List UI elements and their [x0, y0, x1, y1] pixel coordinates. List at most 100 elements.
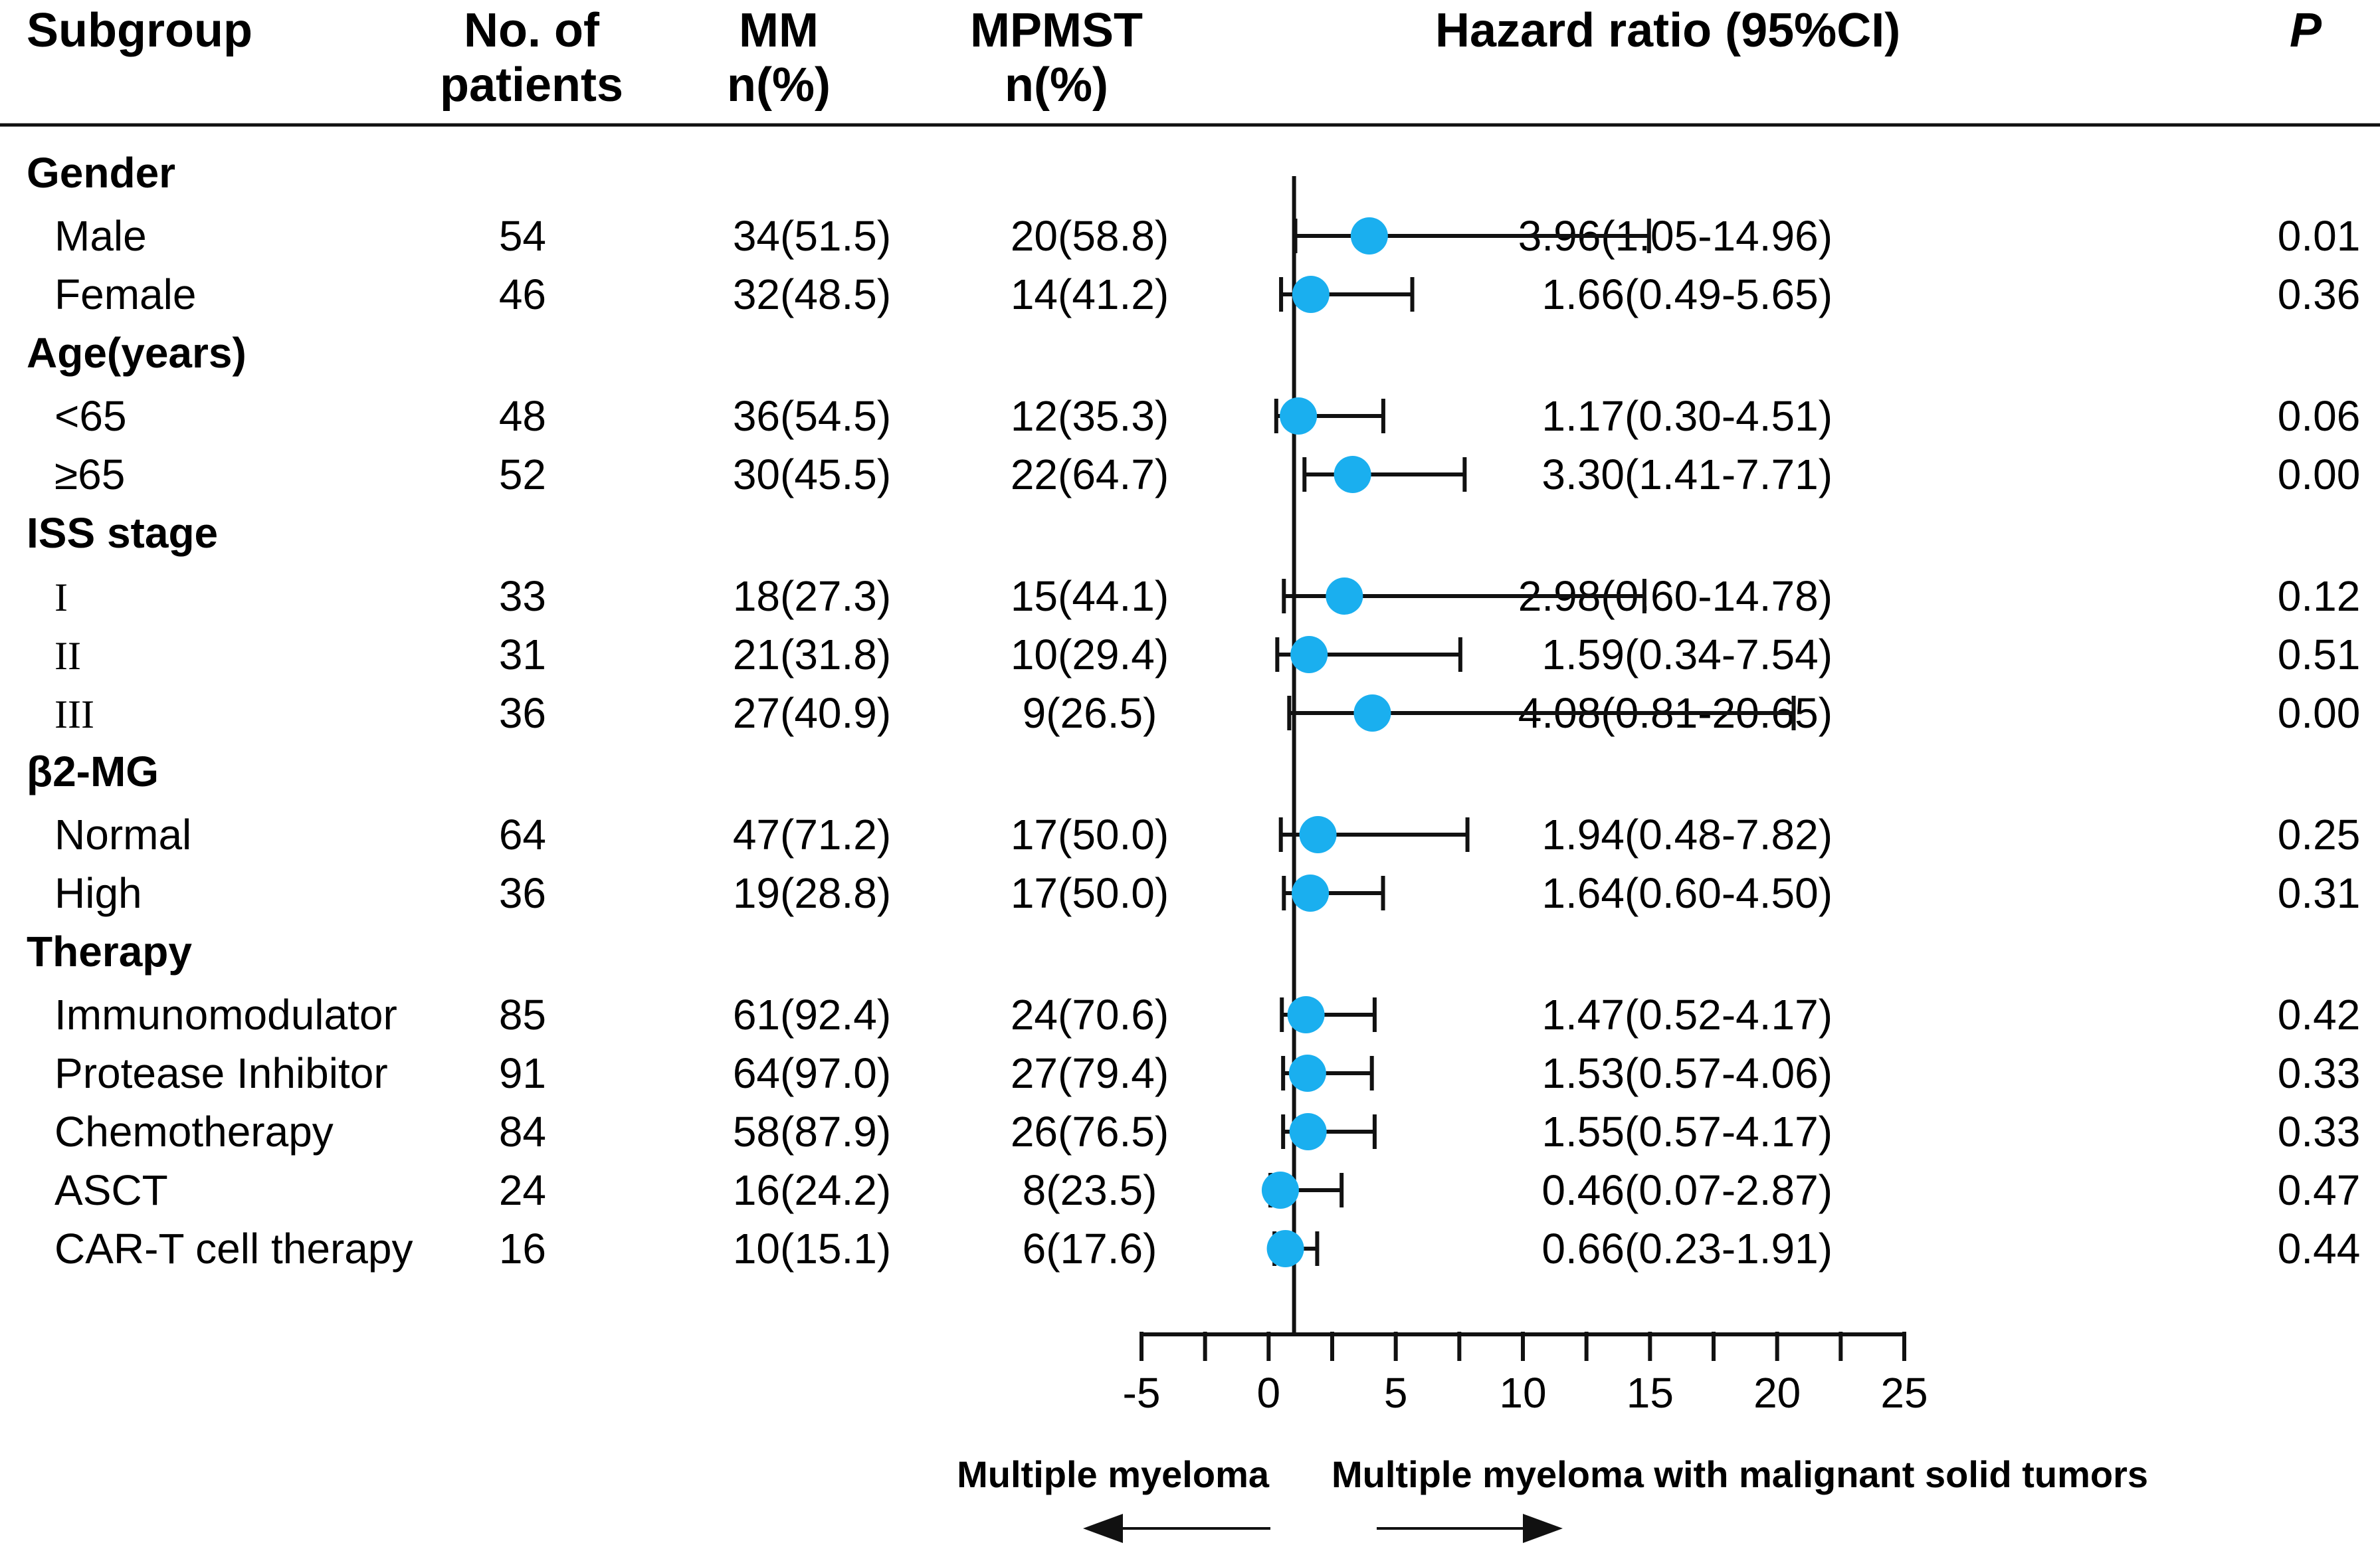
row-hazard-ratio: 0.66(0.23-1.91) — [1541, 1225, 1833, 1273]
hr-point — [1289, 1113, 1327, 1150]
hr-point — [1350, 217, 1388, 255]
row-p-value: 0.06 — [2278, 392, 2361, 440]
hr-point — [1290, 636, 1328, 673]
row-mpmst: 15(44.1) — [1011, 572, 1169, 620]
hr-point — [1299, 816, 1337, 853]
row-mm: 27(40.9) — [733, 689, 891, 737]
row-patients: 36 — [499, 689, 546, 737]
row-p-value: 0.00 — [2278, 451, 2361, 498]
row-hazard-ratio: 3.30(1.41-7.71) — [1541, 451, 1833, 498]
row-mpmst: 14(41.2) — [1011, 270, 1169, 318]
row-mpmst: 17(50.0) — [1011, 811, 1169, 859]
row-p-value: 0.01 — [2278, 212, 2361, 260]
row-patients: 91 — [499, 1049, 546, 1097]
row-label: Immunomodulator — [54, 991, 397, 1039]
row-label: III — [54, 692, 94, 736]
row-patients: 16 — [499, 1225, 546, 1273]
hr-point — [1261, 1172, 1299, 1209]
row-patients: 84 — [499, 1108, 546, 1156]
header-hazard-ratio: Hazard ratio (95%CI) — [1435, 4, 1900, 57]
row-patients: 64 — [499, 811, 546, 859]
row-label: Chemotherapy — [54, 1108, 334, 1156]
row-p-value: 0.42 — [2278, 991, 2361, 1039]
row-hazard-ratio: 1.66(0.49-5.65) — [1541, 270, 1833, 318]
row-label: Protease Inhibitor — [54, 1049, 388, 1097]
direction-left-label: Multiple myeloma — [957, 1453, 1270, 1495]
row-p-value: 0.51 — [2278, 631, 2361, 678]
row-mm: 16(24.2) — [733, 1166, 891, 1214]
x-tick-label: 15 — [1627, 1369, 1674, 1417]
row-patients: 31 — [499, 631, 546, 678]
hr-point — [1326, 577, 1363, 615]
row-hazard-ratio: 1.55(0.57-4.17) — [1541, 1108, 1833, 1156]
row-mpmst: 17(50.0) — [1011, 869, 1169, 917]
row-mpmst: 24(70.6) — [1011, 991, 1169, 1039]
direction-right-label: Multiple myeloma with malignant solid tu… — [1332, 1453, 2148, 1495]
group-label: Age(years) — [27, 329, 247, 377]
row-label: <65 — [54, 392, 127, 440]
header-patients-line1: No. of — [464, 4, 600, 57]
row-p-value: 0.44 — [2278, 1225, 2361, 1273]
row-hazard-ratio: 1.64(0.60-4.50) — [1541, 869, 1833, 917]
row-hazard-ratio: 0.46(0.07-2.87) — [1541, 1166, 1833, 1214]
row-mpmst: 12(35.3) — [1011, 392, 1169, 440]
row-mpmst: 27(79.4) — [1011, 1049, 1169, 1097]
row-mpmst: 9(26.5) — [1023, 689, 1157, 737]
row-label: II — [54, 634, 81, 678]
hr-point — [1292, 875, 1330, 912]
row-mm: 61(92.4) — [733, 991, 891, 1039]
row-label: High — [54, 869, 142, 917]
row-label: CAR-T cell therapy — [54, 1225, 413, 1273]
row-label: Male — [54, 212, 147, 260]
row-p-value: 0.33 — [2278, 1108, 2361, 1156]
row-patients: 52 — [499, 451, 546, 498]
row-p-value: 0.33 — [2278, 1049, 2361, 1097]
header-mpmst-line1: MPMST — [970, 4, 1143, 57]
group-label: β2-MG — [27, 748, 159, 795]
row-p-value: 0.47 — [2278, 1166, 2361, 1214]
arrow-right-icon — [1377, 1514, 1563, 1543]
row-patients: 85 — [499, 991, 546, 1039]
header-mpmst-line2: n(%) — [1005, 58, 1108, 112]
x-tick-label: 10 — [1499, 1369, 1546, 1417]
row-p-value: 0.25 — [2278, 811, 2361, 859]
row-label: I — [54, 575, 68, 619]
x-tick-label: 25 — [1880, 1369, 1928, 1417]
row-label: Normal — [54, 811, 191, 859]
row-hazard-ratio: 1.47(0.52-4.17) — [1541, 991, 1833, 1039]
row-mpmst: 26(76.5) — [1011, 1108, 1169, 1156]
row-hazard-ratio: 1.59(0.34-7.54) — [1541, 631, 1833, 678]
row-mm: 64(97.0) — [733, 1049, 891, 1097]
row-hazard-ratio: 1.53(0.57-4.06) — [1541, 1049, 1833, 1097]
group-label: ISS stage — [27, 509, 218, 557]
row-label: Female — [54, 270, 196, 318]
header-subgroup: Subgroup — [27, 4, 252, 57]
row-patients: 48 — [499, 392, 546, 440]
row-label: ≥65 — [54, 451, 125, 498]
row-patients: 54 — [499, 212, 546, 260]
hr-point — [1287, 996, 1325, 1033]
row-mpmst: 8(23.5) — [1023, 1166, 1157, 1214]
group-label: Therapy — [27, 928, 192, 976]
row-mm: 34(51.5) — [733, 212, 891, 260]
row-patients: 46 — [499, 270, 546, 318]
header-p: P — [2290, 4, 2322, 57]
row-mm: 36(54.5) — [733, 392, 891, 440]
row-p-value: 0.12 — [2278, 572, 2361, 620]
row-mm: 58(87.9) — [733, 1108, 891, 1156]
row-mm: 19(28.8) — [733, 869, 891, 917]
arrow-left-icon — [1083, 1514, 1270, 1543]
header-mm-line1: MM — [739, 4, 819, 57]
row-mm: 30(45.5) — [733, 451, 891, 498]
group-label: Gender — [27, 149, 175, 197]
row-p-value: 0.00 — [2278, 689, 2361, 737]
hr-point — [1292, 276, 1330, 313]
row-p-value: 0.36 — [2278, 270, 2361, 318]
row-mm: 32(48.5) — [733, 270, 891, 318]
row-label: ASCT — [54, 1166, 168, 1214]
row-mpmst: 20(58.8) — [1011, 212, 1169, 260]
hr-point — [1288, 1055, 1326, 1092]
row-hazard-ratio: 1.17(0.30-4.51) — [1541, 392, 1833, 440]
